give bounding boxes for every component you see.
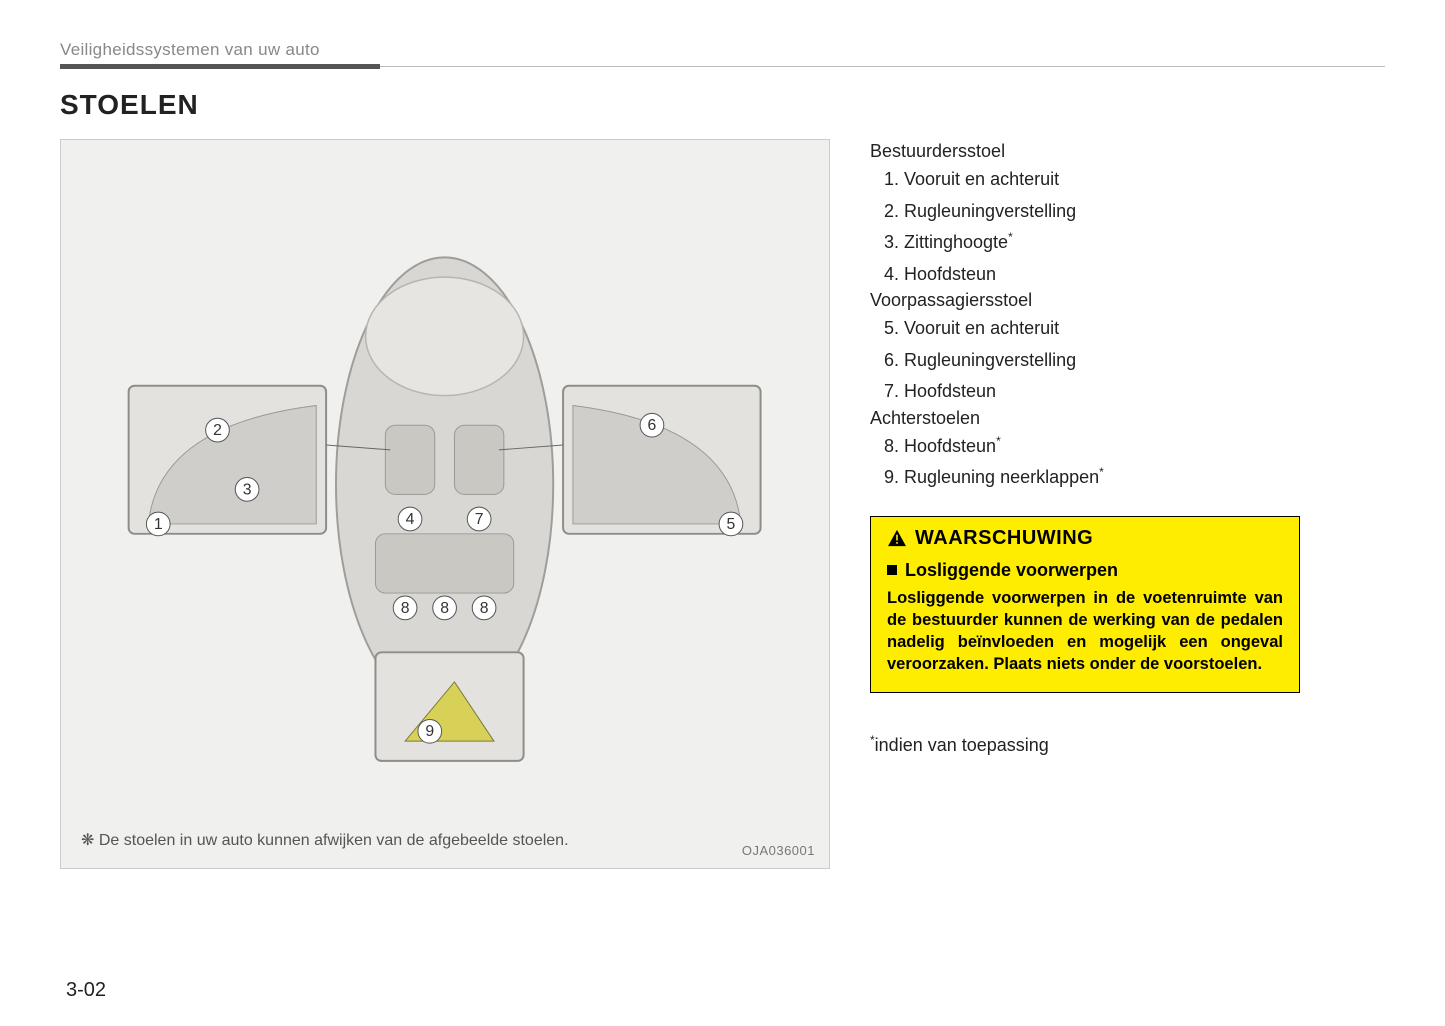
content-row: 1 2 3 4 5 6 7 8 8 8 9 (60, 139, 1385, 869)
thick-underline (60, 64, 380, 69)
figure-code: OJA036001 (742, 843, 815, 858)
list-item: 6.Rugleuningverstelling (884, 345, 1385, 377)
figure-note: ❋ De stoelen in uw auto kunnen afwijken … (81, 830, 569, 850)
list-item: 3.Zittinghoogte* (884, 227, 1385, 259)
svg-text:8: 8 (441, 600, 450, 617)
group-title: Achterstoelen (870, 408, 1385, 429)
warning-body: Losliggende voorwerpen in de voetenruimt… (887, 587, 1283, 676)
warning-title: WAARSCHUWING (915, 527, 1093, 550)
figure-note-text: De stoelen in uw auto kunnen afwijken va… (99, 832, 569, 849)
svg-text:5: 5 (727, 516, 736, 533)
footnote-text: indien van toepassing (875, 735, 1049, 755)
footnote: *indien van toepassing (870, 733, 1385, 756)
list-item: 5.Vooruit en achteruit (884, 313, 1385, 345)
svg-text:2: 2 (214, 422, 223, 439)
group-title: Bestuurdersstoel (870, 141, 1385, 162)
svg-text:3: 3 (243, 481, 252, 498)
asterisk: * (1008, 230, 1013, 244)
section-passenger-seat: Voorpassagiersstoel 5.Vooruit en achteru… (870, 290, 1385, 408)
svg-text:8: 8 (480, 600, 489, 617)
list-item: 1.Vooruit en achteruit (884, 164, 1385, 196)
warning-header: WAARSCHUWING (887, 527, 1283, 550)
asterisk: * (996, 434, 1001, 448)
warning-triangle-icon (887, 529, 907, 547)
svg-text:7: 7 (475, 511, 484, 528)
svg-text:9: 9 (426, 723, 435, 740)
info-column: Bestuurdersstoel 1.Vooruit en achteruit … (870, 139, 1385, 869)
seat-diagram-illustration: 1 2 3 4 5 6 7 8 8 8 9 (61, 140, 829, 868)
list-item: 8.Hoofdsteun* (884, 431, 1385, 463)
warning-subtitle: Losliggende voorwerpen (905, 560, 1118, 581)
main-heading: STOELEN (60, 89, 1385, 121)
page-number: 3-02 (66, 979, 106, 1002)
svg-text:1: 1 (154, 516, 163, 533)
list-rear: 8.Hoofdsteun* 9.Rugleuning neerklappen* (870, 431, 1385, 494)
section-rear-seats: Achterstoelen 8.Hoofdsteun* 9.Rugleuning… (870, 408, 1385, 494)
thin-underline (380, 66, 1385, 67)
warning-box: WAARSCHUWING Losliggende voorwerpen Losl… (870, 516, 1300, 693)
list-item: 9.Rugleuning neerklappen* (884, 462, 1385, 494)
list-passenger: 5.Vooruit en achteruit 6.Rugleuningverst… (870, 313, 1385, 408)
group-title: Voorpassagiersstoel (870, 290, 1385, 311)
list-item: 7.Hoofdsteun (884, 376, 1385, 408)
section-driver-seat: Bestuurdersstoel 1.Vooruit en achteruit … (870, 141, 1385, 290)
chapter-label: Veiligheidssystemen van uw auto (60, 40, 1385, 64)
figure-note-prefix: ❋ (81, 832, 99, 849)
seat-diagram-figure: 1 2 3 4 5 6 7 8 8 8 9 (60, 139, 830, 869)
page-header: Veiligheidssystemen van uw auto (60, 40, 1385, 69)
header-rule (60, 64, 1385, 69)
svg-text:8: 8 (401, 600, 410, 617)
svg-text:6: 6 (648, 417, 657, 434)
list-item: 4.Hoofdsteun (884, 259, 1385, 291)
list-driver: 1.Vooruit en achteruit 2.Rugleuningverst… (870, 164, 1385, 290)
square-bullet-icon (887, 565, 897, 575)
car-seats-svg: 1 2 3 4 5 6 7 8 8 8 9 (99, 213, 790, 795)
asterisk: * (1099, 465, 1104, 479)
svg-text:4: 4 (406, 511, 415, 528)
list-item: 2.Rugleuningverstelling (884, 196, 1385, 228)
warning-subtitle-row: Losliggende voorwerpen (887, 560, 1283, 581)
